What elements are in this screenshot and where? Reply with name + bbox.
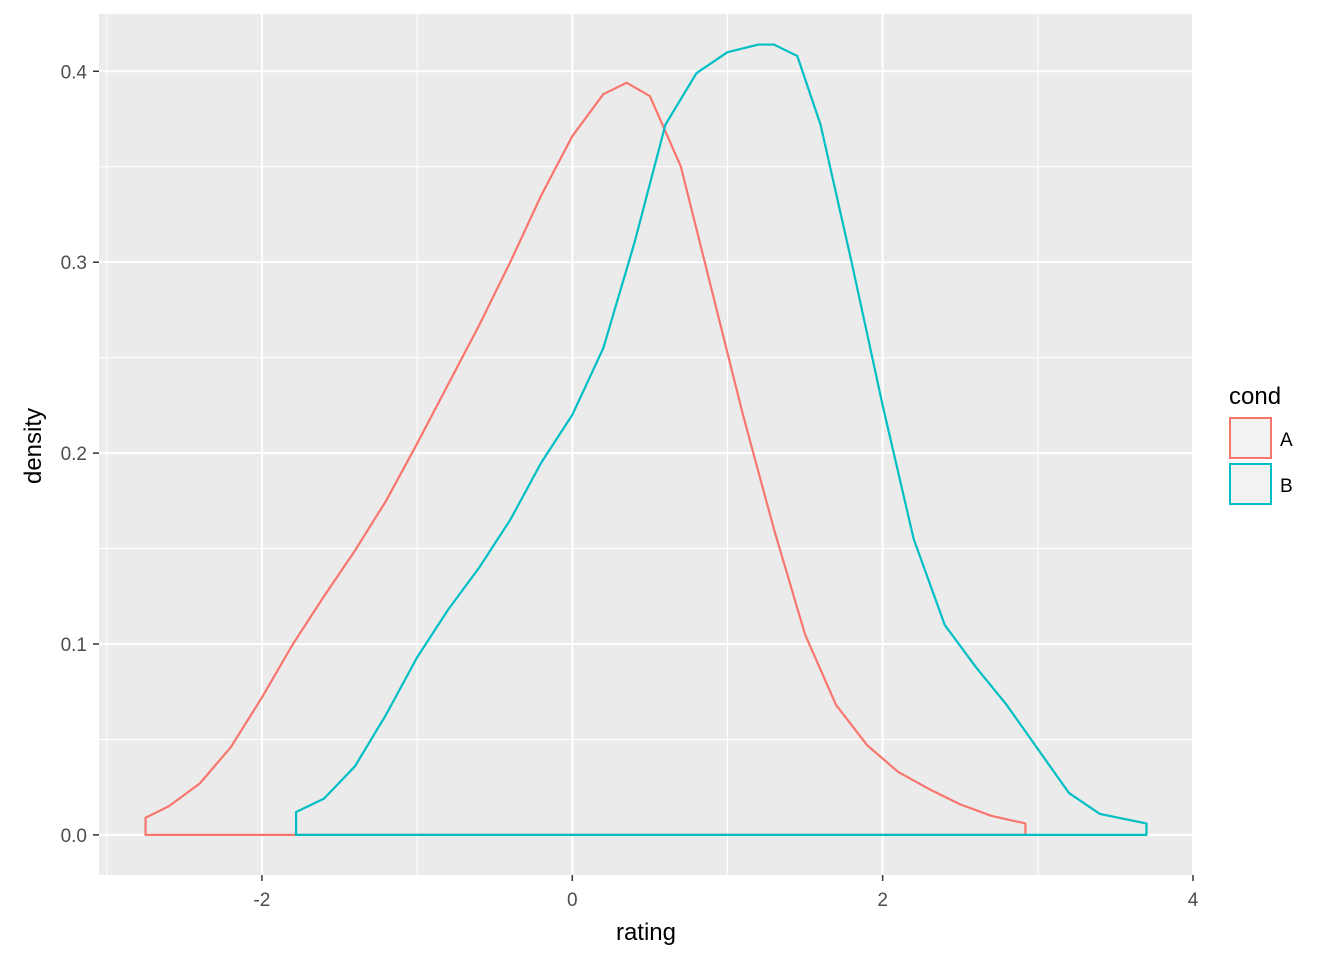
density-line-b [294, 43, 1148, 837]
y-tick-label: 0.1 [61, 635, 87, 656]
x-tick-label: 2 [877, 890, 888, 911]
x-tick-label: 0 [567, 890, 578, 911]
legend-key-a [1229, 417, 1272, 459]
density-line-a [144, 81, 1027, 837]
legend-key-background [1229, 463, 1272, 505]
minor-gridlines [99, 14, 1193, 875]
y-axis: 0.0 0.1 0.2 0.3 0.4 [61, 62, 99, 847]
plot-panel [99, 14, 1193, 875]
density-series [144, 43, 1148, 837]
legend-title: cond [1229, 383, 1281, 410]
x-axis-title: rating [616, 919, 676, 946]
legend: cond A B [1229, 383, 1293, 505]
y-axis-title: density [20, 408, 47, 484]
x-axis: -2 0 2 4 [253, 875, 1199, 911]
legend-label-a: A [1280, 430, 1293, 451]
legend-key-b [1229, 463, 1272, 505]
legend-key-background [1229, 417, 1272, 459]
y-tick-label: 0.4 [61, 62, 88, 83]
x-tick-label: 4 [1188, 890, 1199, 911]
legend-label-b: B [1280, 476, 1293, 497]
x-tick-label: -2 [253, 890, 270, 911]
y-tick-label: 0.2 [61, 444, 87, 465]
y-tick-label: 0.0 [61, 826, 87, 847]
y-tick-label: 0.3 [61, 253, 87, 274]
